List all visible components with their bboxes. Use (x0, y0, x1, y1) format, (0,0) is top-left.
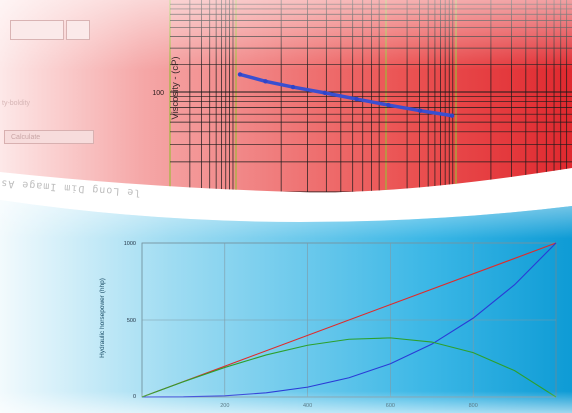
viscosity-panel-fade (0, 0, 572, 193)
horsepower-tick-1000: 1000 (124, 241, 136, 247)
left-form-fragment: ty-boldity Calculate (0, 0, 150, 175)
horsepower-tick-0: 0 (133, 394, 136, 400)
horsepower-tick-500: 500 (127, 318, 136, 324)
horsepower-x-tick-label: 400 (303, 403, 312, 409)
horsepower-axis-label: Hydraulic horsepower (hhp) (99, 278, 106, 358)
horsepower-panel (0, 200, 572, 413)
viscosity-panel (0, 0, 572, 193)
horsepower-x-ticks: 200 400 600 800 (220, 403, 478, 409)
horsepower-x-tick-label: 800 (469, 403, 478, 409)
left-input-2[interactable] (66, 20, 90, 40)
horsepower-x-tick-label: 200 (220, 403, 229, 409)
horsepower-panel-fade (0, 200, 572, 413)
calculate-button[interactable]: Calculate (4, 130, 94, 144)
left-input-1[interactable] (10, 20, 64, 40)
left-fragment-label: ty-boldity (2, 100, 31, 107)
horsepower-x-tick-label: 600 (386, 403, 395, 409)
viscosity-tick-100: 100 (152, 90, 164, 97)
viscosity-axis-label: Viscosity - (cP) (170, 56, 181, 119)
